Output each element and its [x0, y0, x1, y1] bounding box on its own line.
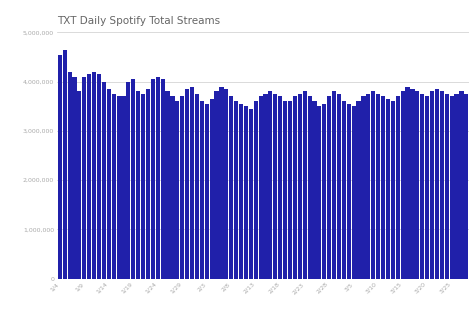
Bar [219, 87, 224, 279]
Bar [205, 104, 209, 279]
Bar [386, 99, 390, 279]
Bar [342, 101, 346, 279]
Bar [455, 94, 459, 279]
Bar [63, 50, 67, 279]
Bar [459, 91, 464, 279]
Bar [445, 94, 449, 279]
Text: TXT Daily Spotify Total Streams: TXT Daily Spotify Total Streams [57, 16, 220, 26]
Bar [376, 94, 380, 279]
Bar [366, 94, 371, 279]
Bar [405, 87, 410, 279]
Bar [288, 101, 292, 279]
Bar [234, 101, 238, 279]
Bar [293, 97, 297, 279]
Bar [312, 101, 317, 279]
Bar [190, 87, 194, 279]
Bar [371, 91, 375, 279]
Bar [361, 97, 365, 279]
Bar [111, 94, 116, 279]
Bar [352, 106, 356, 279]
Bar [77, 91, 82, 279]
Bar [87, 74, 91, 279]
Bar [449, 97, 454, 279]
Bar [239, 104, 243, 279]
Bar [92, 72, 96, 279]
Bar [151, 79, 155, 279]
Bar [410, 89, 415, 279]
Bar [200, 101, 204, 279]
Bar [337, 94, 341, 279]
Bar [244, 106, 248, 279]
Bar [146, 89, 150, 279]
Bar [298, 94, 302, 279]
Bar [283, 101, 287, 279]
Bar [195, 94, 199, 279]
Bar [161, 79, 165, 279]
Bar [214, 91, 219, 279]
Bar [391, 101, 395, 279]
Bar [420, 94, 424, 279]
Bar [175, 101, 180, 279]
Bar [97, 74, 101, 279]
Bar [121, 97, 126, 279]
Bar [396, 97, 400, 279]
Bar [440, 91, 444, 279]
Bar [73, 77, 77, 279]
Bar [346, 104, 351, 279]
Bar [464, 94, 468, 279]
Bar [107, 89, 111, 279]
Bar [356, 101, 361, 279]
Bar [210, 99, 214, 279]
Bar [254, 101, 258, 279]
Bar [273, 94, 277, 279]
Bar [332, 91, 336, 279]
Bar [102, 82, 106, 279]
Bar [180, 97, 184, 279]
Bar [185, 89, 189, 279]
Bar [141, 94, 145, 279]
Bar [165, 91, 170, 279]
Bar [67, 72, 72, 279]
Bar [302, 91, 307, 279]
Bar [258, 97, 263, 279]
Bar [435, 89, 439, 279]
Bar [224, 89, 228, 279]
Bar [430, 91, 434, 279]
Bar [229, 97, 233, 279]
Bar [308, 97, 312, 279]
Bar [131, 79, 136, 279]
Bar [264, 94, 268, 279]
Bar [268, 91, 273, 279]
Bar [117, 97, 121, 279]
Bar [322, 104, 327, 279]
Bar [249, 109, 253, 279]
Bar [136, 91, 140, 279]
Bar [327, 97, 331, 279]
Bar [401, 91, 405, 279]
Bar [155, 77, 160, 279]
Bar [317, 106, 321, 279]
Bar [381, 97, 385, 279]
Bar [58, 54, 62, 279]
Bar [82, 77, 86, 279]
Bar [126, 82, 130, 279]
Bar [425, 97, 429, 279]
Bar [415, 91, 419, 279]
Bar [170, 97, 174, 279]
Bar [278, 97, 283, 279]
